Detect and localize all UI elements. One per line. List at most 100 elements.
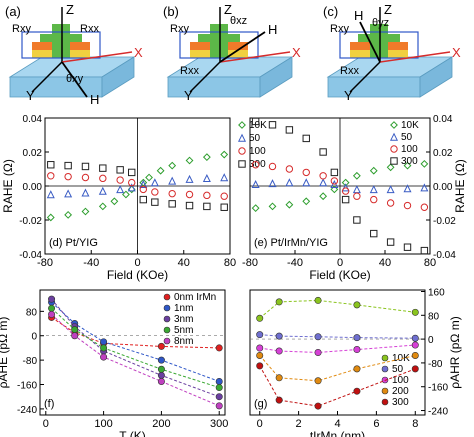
legend-marker [163, 315, 171, 323]
y-axis [31, 61, 63, 93]
data-point [81, 173, 90, 182]
x-tick-label: 0 [257, 418, 263, 430]
data-point [81, 207, 90, 216]
data-point [369, 185, 378, 194]
legend-marker [381, 398, 389, 406]
legend-label: 5nm [174, 325, 193, 336]
data-point [157, 377, 165, 385]
data-point [370, 195, 378, 204]
data-point [403, 243, 412, 251]
data-point [100, 353, 108, 361]
data-point [302, 134, 310, 143]
data-point [268, 121, 277, 129]
axis-y-label: Y [26, 88, 35, 103]
data-point [139, 185, 147, 194]
data-point [268, 162, 277, 171]
data-point [341, 183, 350, 192]
data-point [98, 186, 107, 195]
legend-label: 100 [249, 146, 266, 157]
legend-label: 10K [401, 120, 419, 131]
data-point [330, 185, 339, 194]
data-point [256, 351, 264, 359]
y-tick-label: -0.04 [433, 250, 456, 261]
x-tick-label: -80 [242, 257, 258, 269]
data-point [215, 377, 223, 385]
data-point [168, 161, 177, 170]
x-tick-label: 0 [43, 418, 49, 430]
y-tick-label: 0 [31, 332, 37, 343]
data-point [353, 387, 361, 395]
series-line [51, 301, 220, 382]
data-point [100, 338, 108, 346]
data-point [353, 346, 361, 354]
data-point [64, 161, 72, 170]
data-point [220, 150, 229, 159]
data-point [220, 192, 228, 200]
data-point [251, 161, 260, 169]
data-point [110, 197, 119, 206]
data-point [275, 347, 283, 355]
y-tick-label: 0.00 [433, 182, 453, 193]
x-tick-label: 6 [373, 418, 379, 430]
data-point [314, 402, 322, 410]
data-point [202, 153, 211, 162]
field-label: H [268, 22, 277, 37]
data-point [157, 371, 165, 379]
data-point [285, 165, 294, 173]
y-axis [349, 61, 381, 93]
data-point [275, 332, 283, 340]
x-tick-label: 40 [379, 257, 391, 269]
series-line [259, 299, 416, 319]
data-point [353, 334, 361, 342]
angle-label: θxy [66, 73, 84, 85]
data-point [185, 156, 194, 165]
data-point [319, 178, 328, 187]
data-point [99, 174, 107, 183]
x-tick-label: 80 [424, 257, 436, 269]
data-point [411, 365, 419, 373]
data-point [81, 188, 90, 197]
schematic-a: (a) Z X Y H θxy Rxy Rxx [5, 2, 143, 107]
data-point [275, 396, 283, 404]
x-tick-label: -40 [83, 257, 99, 269]
data-point [98, 202, 107, 211]
x-tick-label: 4 [334, 418, 340, 430]
legend-marker [381, 387, 389, 395]
x-axis [61, 51, 133, 63]
y-tick-label: 0.00 [23, 182, 43, 193]
y-axis [189, 61, 221, 93]
data-point [157, 365, 165, 373]
legend-label: 1nm [174, 303, 193, 314]
data-point [314, 377, 322, 385]
x-tick-label: 0 [337, 257, 343, 269]
y-tick-label: 0 [428, 335, 434, 346]
substrate-front [167, 76, 261, 98]
data-point [330, 179, 339, 188]
y-tick-label: 80 [428, 311, 440, 322]
data-point [81, 162, 90, 171]
legend-marker [390, 145, 398, 153]
data-point [386, 163, 395, 172]
data-point [139, 179, 148, 188]
data-point [314, 296, 322, 304]
data-point [411, 308, 419, 316]
data-point [275, 298, 283, 306]
data-point [48, 295, 56, 303]
legend-label: 300 [249, 159, 266, 170]
x-tick-label: 100 [94, 418, 112, 430]
y-axis-label: ρAHE (pΩ m) [0, 317, 10, 389]
y-tick-label: 0.02 [433, 148, 453, 159]
legend-label: 50 [249, 133, 261, 144]
legend-marker [389, 132, 399, 141]
panel-label: (g) [254, 398, 267, 410]
rxx-label: Rxx [80, 23, 99, 35]
chart-panel-3: 0 2 4 6 8 160 80 0 -80 -160 -240 tIrMn (nm) ρAHR (pΩ… [249, 287, 462, 437]
panel-label: (e) Pt/IrMn/YIG [254, 237, 328, 249]
legend-label: 50 [392, 364, 404, 375]
data-point [128, 168, 136, 177]
legend-label: 3nm [174, 314, 193, 325]
data-point [48, 304, 56, 312]
data-point [139, 195, 147, 204]
legend-marker [163, 326, 171, 334]
